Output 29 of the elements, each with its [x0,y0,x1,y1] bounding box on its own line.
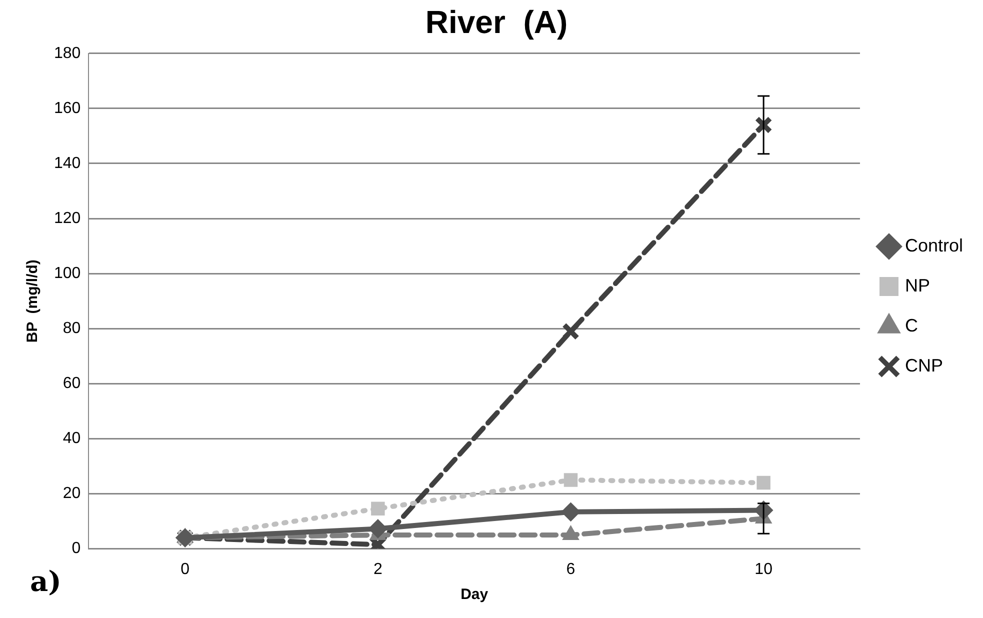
y-tick-label: 140 [54,154,81,172]
y-tick-label: 20 [62,485,81,502]
point [754,116,772,134]
y-tick-label: 80 [62,320,81,338]
chart-title: River (A) [425,4,568,40]
y-axis-title: BP (mg/l/d) [24,260,42,343]
x-tick-label: 6 [566,560,576,578]
point [368,519,388,538]
y-tick-label: 40 [62,430,81,448]
legend-label: C [904,315,918,336]
y-tick-label: 60 [62,375,81,392]
legend-label: CNP [904,355,943,376]
point [561,502,580,522]
text: a) [30,565,62,598]
y-tick-label: 160 [54,100,81,117]
y-tick-label: 120 [54,210,81,227]
point [564,473,578,487]
x-tick-label: 10 [754,560,773,578]
x-tick-label: 0 [180,560,190,578]
legend-label: NP [904,275,930,296]
point [756,476,770,490]
point [562,322,580,340]
x-tick-label: 2 [373,560,382,578]
legend-label: Control [904,235,964,256]
y-tick-label: 100 [54,264,81,282]
x-axis-title: Day [460,586,489,604]
y-tick-label: 180 [54,44,81,62]
y-tick-label: 0 [72,540,81,558]
point [371,502,385,516]
